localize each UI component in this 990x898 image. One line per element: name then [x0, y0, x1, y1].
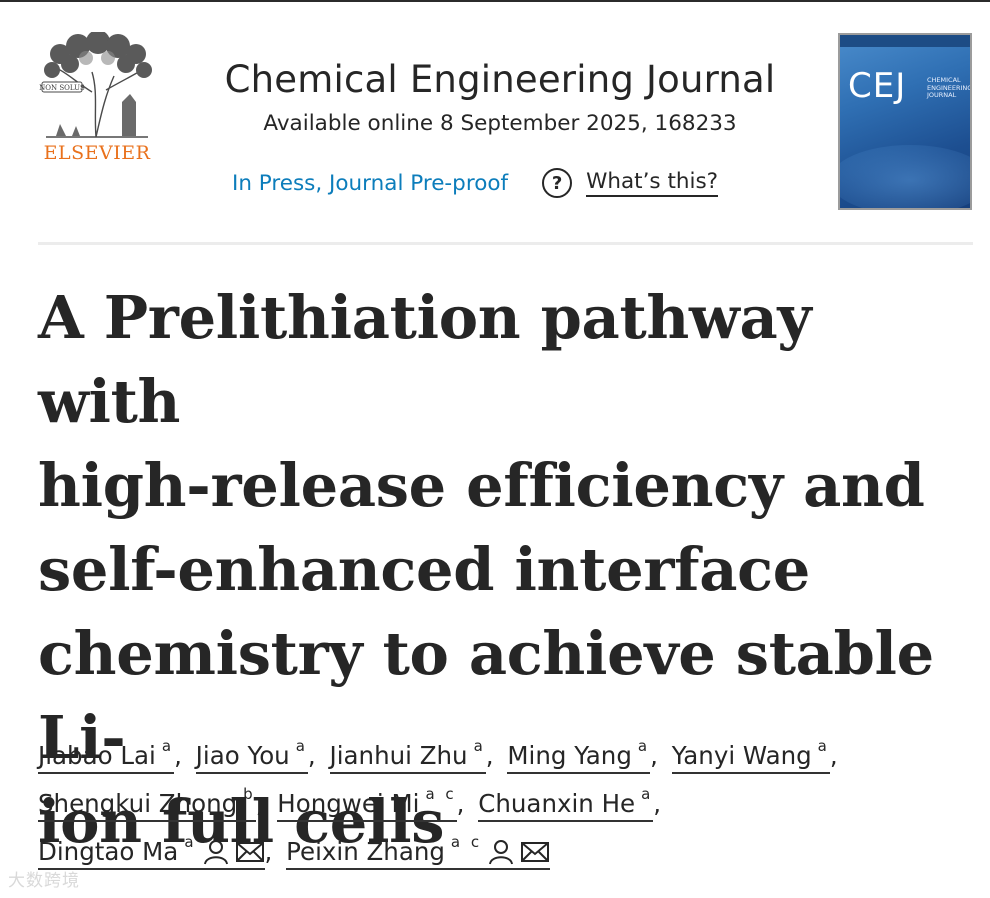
- title-line: chemistry to achieve stable Li-: [38, 619, 934, 772]
- author-link[interactable]: Chuanxin He a: [478, 785, 654, 822]
- title-line: A Prelithiation pathway with: [38, 283, 812, 436]
- author-name: Ming Yang: [507, 741, 632, 770]
- affiliation-mark: a: [295, 737, 308, 755]
- affiliation-mark: a: [184, 833, 197, 851]
- title-line: self-enhanced interface: [38, 535, 810, 604]
- author-name: Yanyi Wang: [671, 741, 812, 770]
- affiliation-mark: a: [641, 785, 654, 803]
- author-name: Chuanxin He: [478, 789, 636, 818]
- author-link-corresponding[interactable]: Peixin Zhang a c: [286, 833, 551, 870]
- author-name: Hongwei Mi: [277, 789, 420, 818]
- envelope-icon: [521, 842, 550, 862]
- author-link[interactable]: Hongwei Mi a c: [277, 785, 457, 822]
- affiliation-mark: a: [637, 737, 651, 755]
- affiliation-mark: a: [473, 737, 486, 755]
- author-name: Shengkui Zhong: [38, 789, 238, 818]
- author-link-corresponding[interactable]: Dingtao Ma a: [38, 833, 265, 870]
- publisher-name: ELSEVIER: [43, 142, 151, 164]
- article-title: A Prelithiation pathway with high-releas…: [38, 276, 958, 864]
- author-name: Jianhui Zhu: [329, 741, 468, 770]
- author-link[interactable]: Yanyi Wang a: [671, 737, 830, 774]
- author-name: Dingtao Ma: [38, 837, 179, 866]
- affiliation-mark: a c: [425, 785, 457, 803]
- title-line: high-release efficiency and: [38, 451, 925, 520]
- affiliation-mark: a c: [450, 833, 483, 851]
- affiliation-mark: b: [243, 785, 256, 803]
- cover-abbreviation: CEJ: [848, 66, 907, 106]
- cover-journal-name: Chemical Engineering Journal: [927, 76, 972, 99]
- cover-top-bar: [840, 35, 970, 47]
- author-link[interactable]: Shengkui Zhong b: [38, 785, 256, 822]
- available-online-date: Available online 8 September 2025, 16823…: [263, 111, 737, 136]
- cover-decoration: [840, 145, 970, 208]
- affiliation-mark: a: [161, 737, 175, 755]
- author-link[interactable]: Ming Yang a: [507, 737, 651, 774]
- author-name: Peixin Zhang: [286, 837, 445, 866]
- in-press-link[interactable]: In Press, Journal Pre-proof: [232, 170, 509, 196]
- envelope-icon: [235, 842, 264, 862]
- author-name: Jiao You: [195, 741, 290, 770]
- author-list: Jiabao Lai a, Jiao You a, Jianhui Zhu a, Mi…: [38, 732, 968, 876]
- whats-this-link[interactable]: What’s this?: [586, 169, 719, 197]
- logo-motto: NON SOLUS: [39, 84, 85, 92]
- top-border: [0, 0, 990, 2]
- author-link[interactable]: Jianhui Zhu a: [329, 737, 486, 774]
- header-divider: [38, 242, 973, 245]
- person-icon: [489, 840, 514, 865]
- author-name: Jiabao Lai: [38, 741, 156, 770]
- author-link[interactable]: Jiabao Lai a: [38, 737, 175, 774]
- person-icon: [203, 840, 228, 865]
- question-circle-icon: ?: [542, 168, 573, 198]
- author-link[interactable]: Jiao You a: [195, 737, 308, 774]
- status-row: In Press, Journal Pre-proof ? What’s thi…: [232, 166, 719, 200]
- journal-header: Chemical Engineering Journal Available o…: [180, 58, 820, 136]
- elsevier-tree-logo[interactable]: NON SOLUS: [36, 32, 158, 166]
- journal-cover-thumbnail[interactable]: CEJ Chemical Engineering Journal: [838, 33, 972, 210]
- journal-title-link[interactable]: Chemical Engineering Journal: [224, 58, 776, 101]
- watermark: 大数跨境: [8, 871, 80, 891]
- affiliation-mark: a: [817, 737, 830, 755]
